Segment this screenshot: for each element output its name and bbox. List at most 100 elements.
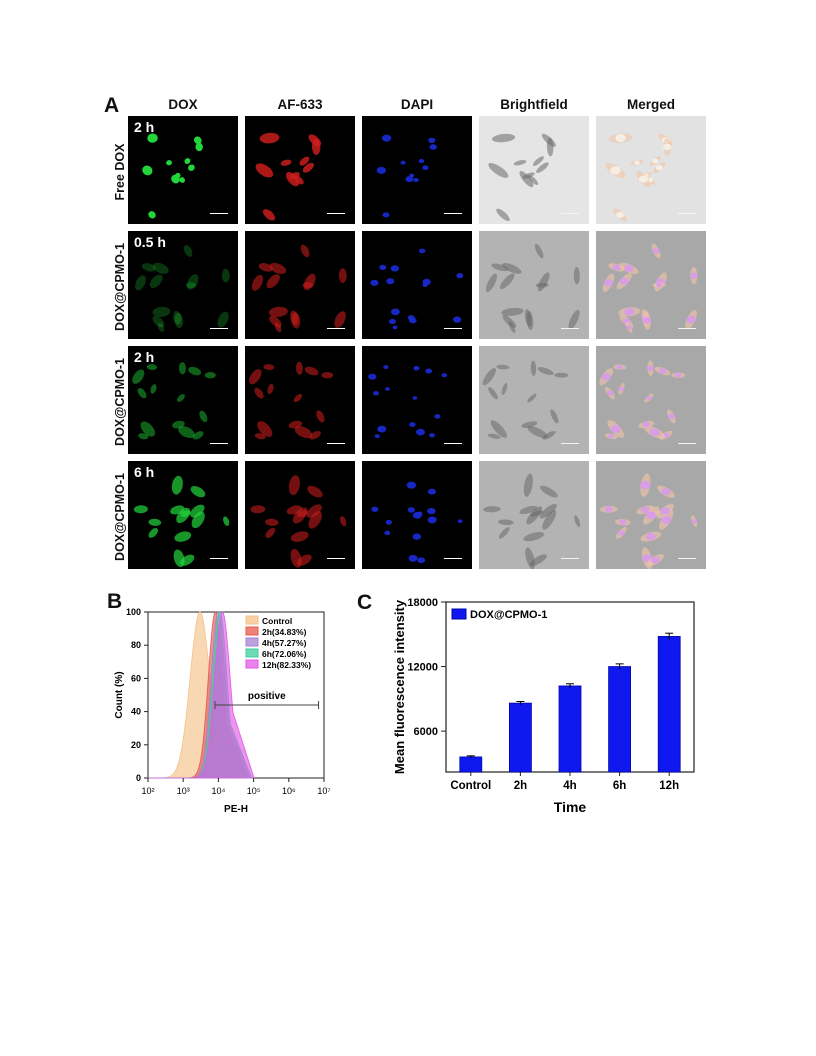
panel-b-letter: B bbox=[107, 590, 123, 613]
x-axis-label: Time bbox=[554, 799, 587, 815]
micrograph-af-633 bbox=[245, 461, 355, 569]
micrograph-af-633 bbox=[245, 116, 355, 224]
micrograph-brightfield bbox=[479, 231, 589, 339]
micrograph-brightfield bbox=[479, 461, 589, 569]
x-tick-label: 12h bbox=[659, 780, 679, 792]
y-tick-label: 60 bbox=[131, 673, 141, 683]
scale-bar bbox=[444, 328, 462, 329]
micrograph-dapi bbox=[362, 231, 472, 339]
x-tick-label: 10⁶ bbox=[282, 786, 296, 796]
column-header: Merged bbox=[626, 97, 675, 112]
time-label: 2 h bbox=[134, 119, 155, 135]
row-label: DOX@CPMO-1 bbox=[113, 358, 127, 446]
x-tick-label: 10³ bbox=[177, 786, 190, 796]
micrograph-brightfield bbox=[479, 346, 589, 454]
scale-bar bbox=[561, 443, 579, 444]
bar bbox=[509, 702, 532, 773]
x-tick-label: 6h bbox=[613, 780, 626, 792]
y-tick-label: 40 bbox=[131, 707, 141, 717]
scale-bar bbox=[444, 443, 462, 444]
legend-swatch bbox=[245, 615, 259, 625]
time-label: 2 h bbox=[134, 349, 155, 365]
y-tick-label: 80 bbox=[131, 640, 141, 650]
row-label: DOX@CPMO-1 bbox=[113, 243, 127, 331]
scale-bar bbox=[327, 443, 345, 444]
legend-label: 4h(57.27%) bbox=[262, 638, 307, 648]
bar bbox=[608, 666, 632, 773]
scale-bar bbox=[561, 213, 579, 214]
micrograph-af-633 bbox=[245, 346, 355, 454]
x-tick-label: Control bbox=[450, 780, 491, 792]
panel-a-letter: A bbox=[104, 94, 120, 117]
y-axis-label: Mean fluorescence intensity bbox=[392, 599, 407, 774]
bar bbox=[459, 756, 483, 773]
scale-bar bbox=[210, 328, 228, 329]
x-axis-label: PE-H bbox=[224, 804, 248, 815]
x-tick-label: 4h bbox=[563, 780, 576, 792]
micrograph-af-633 bbox=[245, 231, 355, 339]
scale-bar bbox=[444, 558, 462, 559]
x-tick-label: 10⁷ bbox=[317, 786, 330, 796]
scale-bar bbox=[678, 443, 696, 444]
micrograph-dapi bbox=[362, 116, 472, 224]
time-label: 0.5 h bbox=[134, 234, 166, 250]
micrograph-merged bbox=[596, 461, 706, 569]
micrograph-dapi bbox=[362, 346, 472, 454]
time-label: 6 h bbox=[134, 464, 155, 480]
legend-label: 12h(82.33%) bbox=[262, 660, 311, 670]
intensity-bar-chart: Control 2h 4h 6h 12h 6000 12000 18000 Time Mean f… bbox=[392, 597, 695, 815]
scale-bar bbox=[210, 213, 228, 214]
column-header: Brightfield bbox=[500, 97, 568, 112]
legend-swatch bbox=[245, 626, 259, 636]
x-tick-label: 2h bbox=[514, 780, 527, 792]
legend-swatch bbox=[245, 659, 259, 669]
legend-label: Control bbox=[262, 616, 292, 626]
legend-swatch bbox=[451, 608, 467, 620]
scale-bar bbox=[327, 558, 345, 559]
micrograph-dapi bbox=[362, 461, 472, 569]
y-tick-label: 100 bbox=[126, 607, 141, 617]
column-header: DOX bbox=[168, 97, 198, 112]
legend-label: 2h(34.83%) bbox=[262, 627, 307, 637]
column-header: DAPI bbox=[400, 97, 434, 112]
scale-bar bbox=[678, 213, 696, 214]
y-axis-label: Count (%) bbox=[114, 671, 125, 718]
micrograph-dox: 0.5 h bbox=[128, 231, 238, 339]
scale-bar bbox=[561, 328, 579, 329]
y-tick-label: 18000 bbox=[407, 597, 438, 609]
legend-label: 6h(72.06%) bbox=[262, 649, 307, 659]
flow-cytometry-histogram: 10² 10³ 10⁴ 10⁵ 10⁶ 10⁷ 0 20 40 60 80 100 PE-H Count … bbox=[114, 607, 331, 815]
micrograph-brightfield bbox=[479, 116, 589, 224]
row-label: DOX@CPMO-1 bbox=[113, 473, 127, 561]
histogram-series bbox=[148, 611, 255, 779]
scale-bar bbox=[327, 213, 345, 214]
scale-bar bbox=[210, 443, 228, 444]
x-tick-label: 10⁴ bbox=[211, 786, 225, 796]
y-tick-label: 20 bbox=[131, 740, 141, 750]
micrograph-dox: 2 h bbox=[128, 116, 238, 224]
legend-swatch bbox=[245, 648, 259, 658]
column-header: AF-633 bbox=[277, 97, 323, 112]
y-tick-label: 6000 bbox=[414, 726, 438, 738]
bar bbox=[558, 685, 582, 773]
panel-c-letter: C bbox=[357, 591, 373, 614]
x-tick-label: 10² bbox=[141, 786, 154, 796]
legend-label: DOX@CPMO-1 bbox=[470, 609, 547, 621]
scale-bar bbox=[327, 328, 345, 329]
micrograph-dox: 6 h bbox=[128, 461, 238, 569]
scale-bar bbox=[678, 328, 696, 329]
scale-bar bbox=[444, 213, 462, 214]
micrograph-merged bbox=[596, 116, 706, 224]
bar bbox=[657, 636, 681, 773]
y-tick-label: 0 bbox=[136, 773, 141, 783]
legend-swatch bbox=[245, 637, 259, 647]
y-tick-label: 12000 bbox=[407, 662, 438, 674]
scale-bar bbox=[561, 558, 579, 559]
scale-bar bbox=[678, 558, 696, 559]
gate-label: positive bbox=[248, 691, 286, 702]
micrograph-merged bbox=[596, 346, 706, 454]
micrograph-merged bbox=[596, 231, 706, 339]
scale-bar bbox=[210, 558, 228, 559]
row-label: Free DOX bbox=[113, 143, 127, 201]
x-tick-label: 10⁵ bbox=[247, 786, 261, 796]
